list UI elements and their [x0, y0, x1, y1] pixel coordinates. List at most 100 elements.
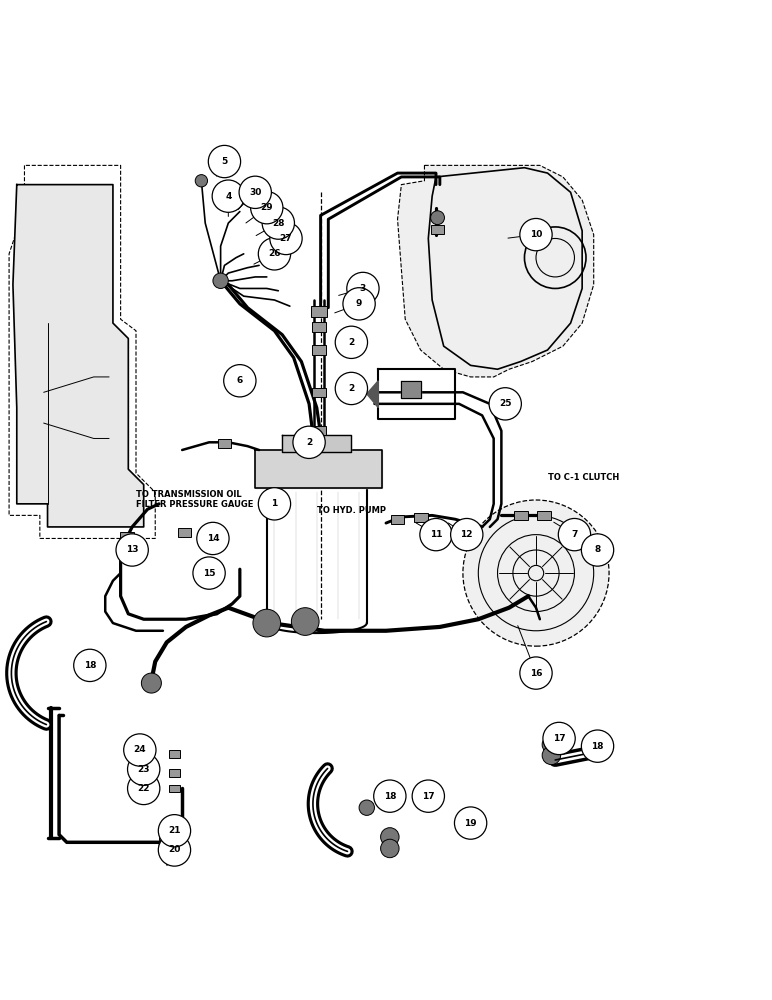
Text: 4: 4 [225, 192, 232, 201]
Circle shape [119, 540, 134, 555]
Bar [537, 511, 550, 520]
Circle shape [253, 609, 280, 637]
Circle shape [381, 828, 399, 846]
Text: 29: 29 [260, 203, 273, 212]
Bar [312, 345, 326, 355]
Polygon shape [282, 435, 351, 452]
Bar [391, 515, 405, 524]
Text: 2: 2 [306, 438, 312, 447]
Circle shape [455, 807, 487, 839]
Polygon shape [256, 450, 382, 488]
Circle shape [359, 800, 374, 815]
Circle shape [293, 426, 325, 458]
Circle shape [73, 649, 106, 682]
Circle shape [270, 222, 302, 255]
Circle shape [543, 722, 575, 755]
Circle shape [127, 772, 160, 805]
Circle shape [381, 839, 399, 858]
Polygon shape [378, 369, 455, 419]
Text: 18: 18 [591, 742, 604, 751]
Bar [432, 225, 444, 234]
Circle shape [412, 780, 445, 812]
Circle shape [208, 145, 241, 178]
Text: 25: 25 [499, 399, 512, 408]
Circle shape [581, 534, 614, 566]
Circle shape [141, 673, 161, 693]
Circle shape [489, 388, 521, 420]
Bar [169, 750, 180, 758]
Polygon shape [401, 381, 421, 398]
Circle shape [224, 365, 256, 397]
Text: 26: 26 [268, 249, 281, 258]
Circle shape [124, 734, 156, 766]
Text: 30: 30 [249, 188, 262, 197]
Circle shape [520, 657, 552, 689]
Text: TO TRANSMISSION OIL
FILTER PRESSURE GAUGE: TO TRANSMISSION OIL FILTER PRESSURE GAUG… [136, 490, 253, 509]
Text: 20: 20 [168, 845, 181, 854]
Circle shape [193, 557, 225, 589]
Text: 19: 19 [464, 819, 477, 828]
Polygon shape [13, 185, 144, 527]
Text: 27: 27 [279, 234, 293, 243]
Bar [169, 769, 180, 777]
Text: 13: 13 [126, 545, 138, 554]
Text: 24: 24 [134, 745, 146, 754]
Circle shape [335, 326, 367, 358]
Circle shape [451, 518, 483, 551]
Text: 18: 18 [384, 792, 396, 801]
Text: 16: 16 [530, 669, 542, 678]
Text: 21: 21 [168, 826, 181, 835]
Circle shape [542, 735, 560, 754]
Text: 14: 14 [207, 534, 219, 543]
Circle shape [520, 218, 552, 251]
Bar [312, 388, 326, 397]
Circle shape [159, 838, 174, 854]
Circle shape [197, 522, 229, 555]
Circle shape [374, 780, 406, 812]
Text: 22: 22 [137, 784, 150, 793]
Text: 3: 3 [360, 284, 366, 293]
Circle shape [158, 815, 191, 847]
Circle shape [259, 488, 290, 520]
Bar [312, 426, 326, 435]
Text: TO C-1 CLUTCH: TO C-1 CLUTCH [547, 473, 619, 482]
Bar [312, 322, 326, 332]
Circle shape [116, 534, 148, 566]
Text: 2: 2 [348, 384, 354, 393]
Text: 11: 11 [430, 530, 442, 539]
Text: 15: 15 [203, 569, 215, 578]
Text: 5: 5 [222, 157, 228, 166]
Text: 9: 9 [356, 299, 362, 308]
Circle shape [213, 273, 229, 288]
Bar [178, 528, 191, 537]
Text: 2: 2 [348, 338, 354, 347]
Circle shape [420, 518, 452, 551]
Circle shape [251, 192, 283, 224]
Bar [169, 785, 180, 792]
Circle shape [262, 207, 294, 239]
Text: 23: 23 [137, 765, 150, 774]
Bar [159, 830, 174, 840]
Circle shape [558, 518, 591, 551]
Circle shape [335, 372, 367, 405]
Circle shape [239, 176, 272, 208]
Text: 17: 17 [553, 734, 565, 743]
Circle shape [291, 608, 319, 635]
Bar [513, 511, 527, 520]
Bar [218, 439, 231, 448]
Text: 28: 28 [272, 219, 285, 228]
Bar [414, 513, 428, 522]
Bar [311, 306, 327, 317]
Circle shape [542, 746, 560, 765]
Circle shape [259, 238, 290, 270]
Text: 8: 8 [594, 545, 601, 554]
Text: 10: 10 [530, 230, 542, 239]
Circle shape [463, 500, 609, 646]
Bar [120, 532, 134, 542]
Text: TO HYD. PUMP: TO HYD. PUMP [317, 506, 386, 515]
Circle shape [347, 272, 379, 305]
Polygon shape [398, 165, 594, 377]
Circle shape [195, 175, 208, 187]
Circle shape [431, 211, 445, 225]
Circle shape [581, 730, 614, 762]
